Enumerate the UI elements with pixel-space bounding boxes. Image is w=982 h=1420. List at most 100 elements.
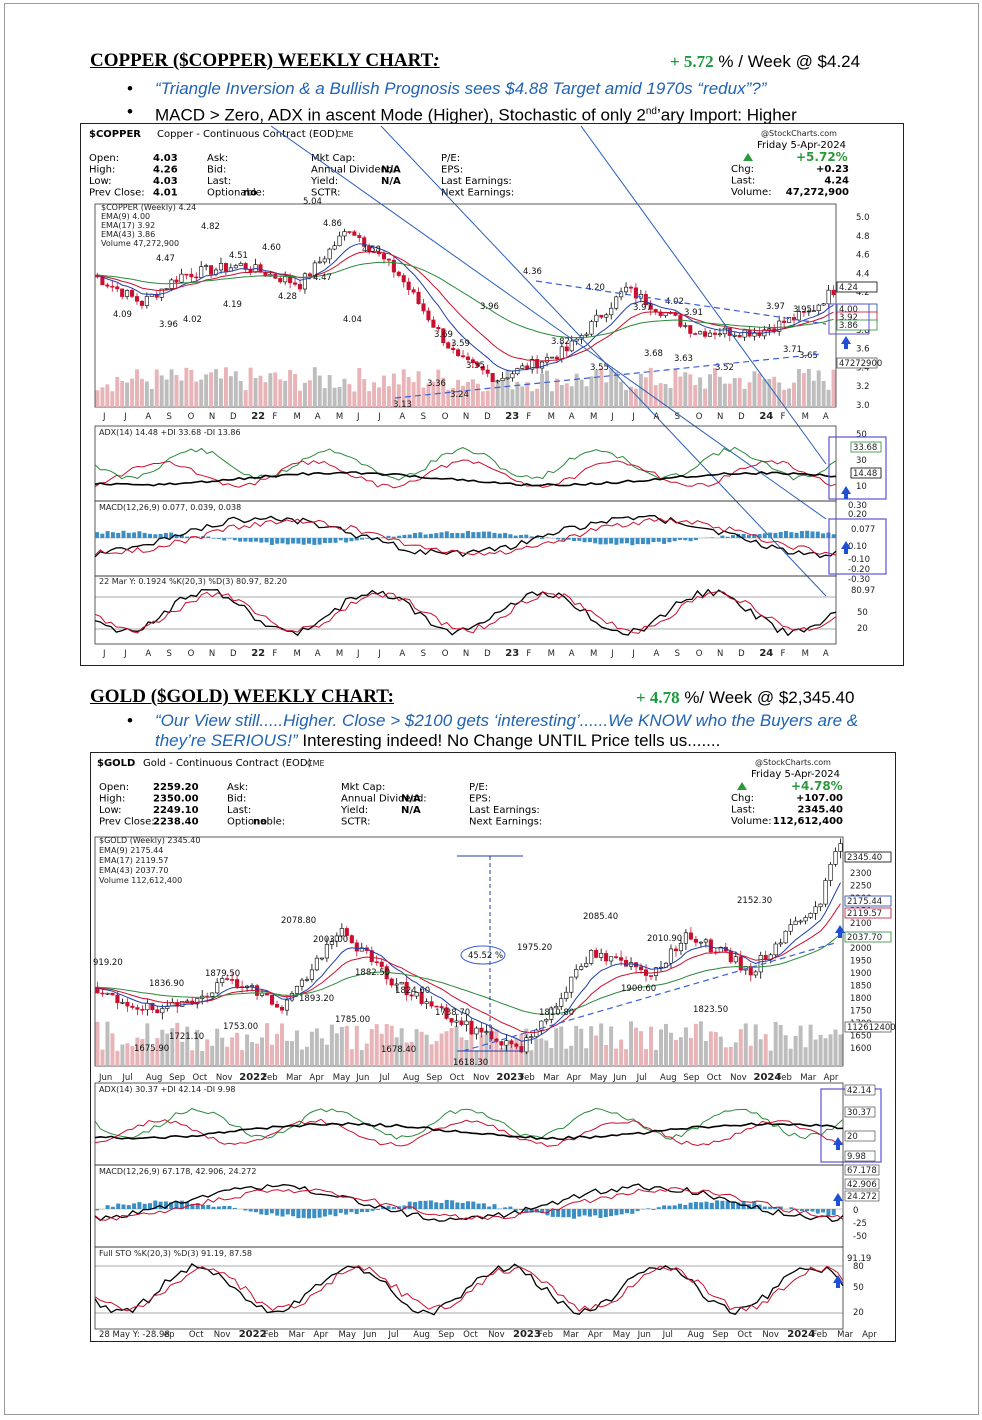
candle-body bbox=[698, 941, 703, 944]
macd-histogram-bar bbox=[815, 531, 820, 538]
macd-histogram-bar bbox=[163, 1201, 168, 1209]
macd-histogram-bar bbox=[153, 534, 158, 538]
macd-histogram-bar bbox=[609, 1209, 614, 1217]
stat-label: Last: bbox=[207, 176, 231, 187]
candle-body bbox=[614, 296, 619, 309]
macd-histogram-bar bbox=[307, 1209, 311, 1219]
candle-body bbox=[549, 356, 554, 359]
candle-body bbox=[614, 956, 619, 958]
candle-body bbox=[599, 953, 604, 958]
candle-body bbox=[569, 340, 574, 352]
macd-histogram-bar bbox=[222, 538, 227, 541]
candle-body bbox=[509, 1040, 514, 1045]
up-triangle-icon bbox=[743, 153, 753, 161]
volume-bar bbox=[544, 1040, 549, 1066]
x-axis-month: Mar bbox=[286, 1073, 303, 1083]
candle-body bbox=[314, 957, 319, 971]
candle-body bbox=[404, 982, 409, 996]
macd-histogram-bar bbox=[365, 538, 370, 539]
candle-body bbox=[204, 265, 209, 267]
volume-bar bbox=[155, 1038, 160, 1066]
y-axis-tick: 3.0 bbox=[856, 401, 870, 411]
volume-bar bbox=[154, 369, 159, 407]
macd-histogram-bar bbox=[365, 1209, 370, 1212]
volume-bar bbox=[347, 384, 352, 407]
volume-bar bbox=[294, 1030, 299, 1066]
macd-histogram-bar bbox=[471, 532, 476, 538]
macd-histogram-bar bbox=[709, 1202, 714, 1209]
stat-label: Open: bbox=[89, 153, 119, 164]
x-axis-month: Aug bbox=[146, 1073, 163, 1083]
macd-histogram-bar bbox=[285, 538, 290, 545]
price-annotation: 2003.00 bbox=[313, 935, 348, 945]
macd-histogram-bar bbox=[280, 1209, 285, 1217]
chart-date: Friday 5-Apr-2024 bbox=[757, 140, 846, 151]
x-axis-month: D bbox=[484, 412, 491, 422]
candle-body bbox=[628, 286, 634, 289]
macd-histogram-bar bbox=[450, 533, 455, 538]
adx-tag bbox=[844, 1150, 876, 1162]
volume-bar bbox=[429, 1044, 434, 1066]
price-annotation: 2085.40 bbox=[583, 912, 618, 922]
volume-bar bbox=[753, 1024, 758, 1066]
volume-bar bbox=[748, 1045, 753, 1066]
volume-bar bbox=[489, 1027, 494, 1066]
stat-label: Ask: bbox=[207, 153, 228, 164]
candle-body bbox=[678, 315, 683, 327]
price-annotation: 4.47 bbox=[313, 273, 332, 283]
price-annotation: 1753.00 bbox=[223, 1022, 258, 1032]
x-axis-month: May bbox=[333, 1073, 351, 1083]
x-axis-month-bottom: Oct bbox=[189, 1330, 204, 1340]
volume-bar bbox=[806, 368, 811, 407]
volume-bar bbox=[195, 1030, 200, 1066]
stat-value: 2350.00 bbox=[153, 794, 199, 805]
macd-histogram-bar bbox=[132, 532, 137, 538]
stat-label: High: bbox=[99, 794, 125, 805]
x-axis-month-bottom: A bbox=[315, 649, 321, 659]
macd-histogram-bar bbox=[651, 1209, 656, 1210]
macd-histogram-bar bbox=[662, 538, 667, 544]
volume-bar bbox=[762, 378, 767, 407]
macd-histogram-bar bbox=[248, 538, 253, 542]
macd-histogram-bar bbox=[95, 532, 99, 538]
volume-bar bbox=[149, 388, 154, 407]
x-axis-month: O bbox=[442, 412, 449, 422]
candle-body bbox=[733, 956, 738, 963]
price-annotation: 3.97 bbox=[766, 302, 785, 312]
macd-histogram-bar bbox=[805, 530, 810, 538]
volume-bar bbox=[228, 376, 233, 407]
volume-bar bbox=[454, 1025, 459, 1066]
volume-bar bbox=[329, 1024, 334, 1066]
macd-histogram-bar bbox=[778, 532, 783, 538]
volume-bar bbox=[399, 1028, 404, 1066]
x-axis-month: Apr bbox=[309, 1073, 324, 1083]
x-axis-month: Mar bbox=[543, 1073, 560, 1083]
y-axis-tick: 4.2 bbox=[856, 288, 870, 298]
x-axis-month: May bbox=[590, 1073, 608, 1083]
candle-body bbox=[444, 1007, 449, 1019]
stat-label: Chg: bbox=[731, 164, 754, 175]
volume-bar bbox=[629, 386, 633, 407]
legend-entry: EMA(17) 3.92 bbox=[101, 221, 155, 230]
volume-bar bbox=[377, 387, 382, 407]
volume-bar bbox=[105, 1021, 110, 1066]
volume-bar bbox=[185, 1026, 190, 1066]
candle-body bbox=[304, 979, 309, 981]
macd-histogram-bar bbox=[572, 538, 576, 542]
macd-histogram-bar bbox=[291, 1209, 296, 1217]
volume-bar bbox=[337, 386, 342, 407]
x-axis-month-bottom: Jun bbox=[362, 1330, 376, 1340]
macd-histogram-bar bbox=[248, 1209, 253, 1212]
macd-histogram-bar bbox=[810, 1209, 815, 1212]
copper-weekly-performance: + 5.72 % / Week @ $4.24 bbox=[670, 52, 861, 71]
stat-value: 47,272,900 bbox=[786, 187, 849, 198]
volume-bar bbox=[525, 382, 530, 407]
stat-label: Annual Dividend: bbox=[341, 794, 427, 805]
macd-histogram-bar bbox=[322, 538, 327, 544]
x-axis-month-bottom: A bbox=[399, 649, 405, 659]
volume-bar bbox=[144, 381, 149, 407]
candle-body bbox=[307, 273, 312, 277]
volume-bar bbox=[233, 371, 238, 407]
volume-bar bbox=[379, 1033, 384, 1066]
macd-histogram-bar bbox=[439, 1202, 444, 1209]
